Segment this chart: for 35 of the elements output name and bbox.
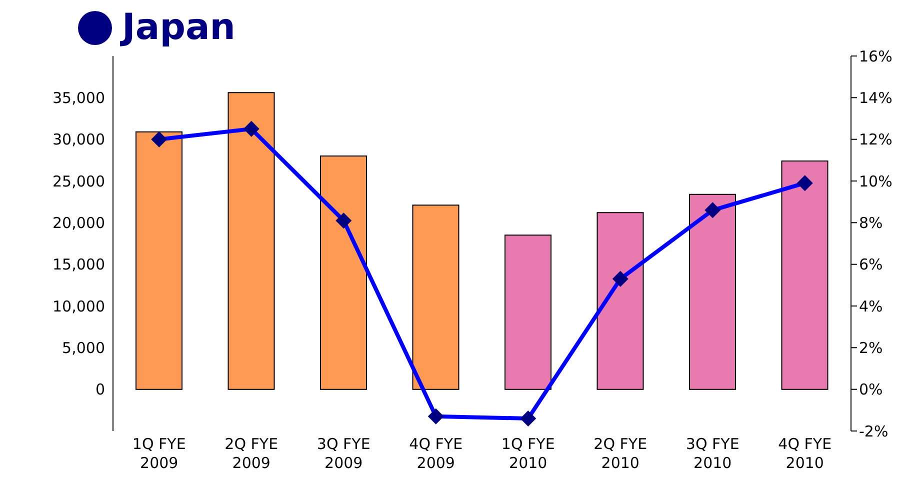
bar (596, 212, 644, 390)
y2-tick-label: 0% (859, 380, 883, 399)
y-tick-label: 25,000 (52, 172, 105, 190)
y2-tick-label: 16% (859, 47, 892, 66)
y-tick-label: 0 (95, 380, 105, 399)
y2-tick-label: 12% (859, 130, 892, 149)
y-tick-label: 5,000 (62, 338, 105, 357)
y2-tick-label: 2% (859, 338, 883, 357)
x-tick-label: 4Q FYE 2009 (409, 435, 463, 472)
y2-tick-label: 10% (859, 172, 892, 190)
y-tick-label: 10,000 (52, 297, 105, 316)
bar (412, 204, 460, 390)
x-tick-label: 2Q FYE 2009 (224, 435, 278, 472)
y2-tick-label: 6% (859, 256, 883, 274)
x-tick-label: 1Q FYE 2010 (501, 435, 555, 472)
x-tick-label: 3Q FYE 2009 (316, 435, 370, 472)
bar (781, 160, 828, 390)
bar (504, 234, 552, 390)
y2-tick-label: 8% (859, 214, 883, 232)
bar (689, 194, 736, 390)
y2-tick-label: -2% (859, 422, 888, 440)
y-tick-label: 30,000 (52, 130, 105, 149)
bar (136, 131, 182, 390)
x-tick-label: 2Q FYE 2010 (594, 435, 648, 472)
y-tick-label: 35,000 (52, 88, 105, 107)
bar (320, 156, 367, 390)
y2-tick-label: 14% (859, 88, 892, 107)
y-tick-label: 15,000 (52, 256, 105, 274)
chart-title: Japan (122, 7, 236, 48)
bar (228, 92, 275, 390)
x-tick-label: 4Q FYE 2010 (778, 435, 832, 472)
y2-tick-label: 4% (859, 297, 883, 316)
y-tick-label: 20,000 (52, 214, 105, 232)
x-tick-label: 1Q FYE 2009 (132, 435, 186, 472)
x-tick-label: 3Q FYE 2010 (686, 435, 740, 472)
